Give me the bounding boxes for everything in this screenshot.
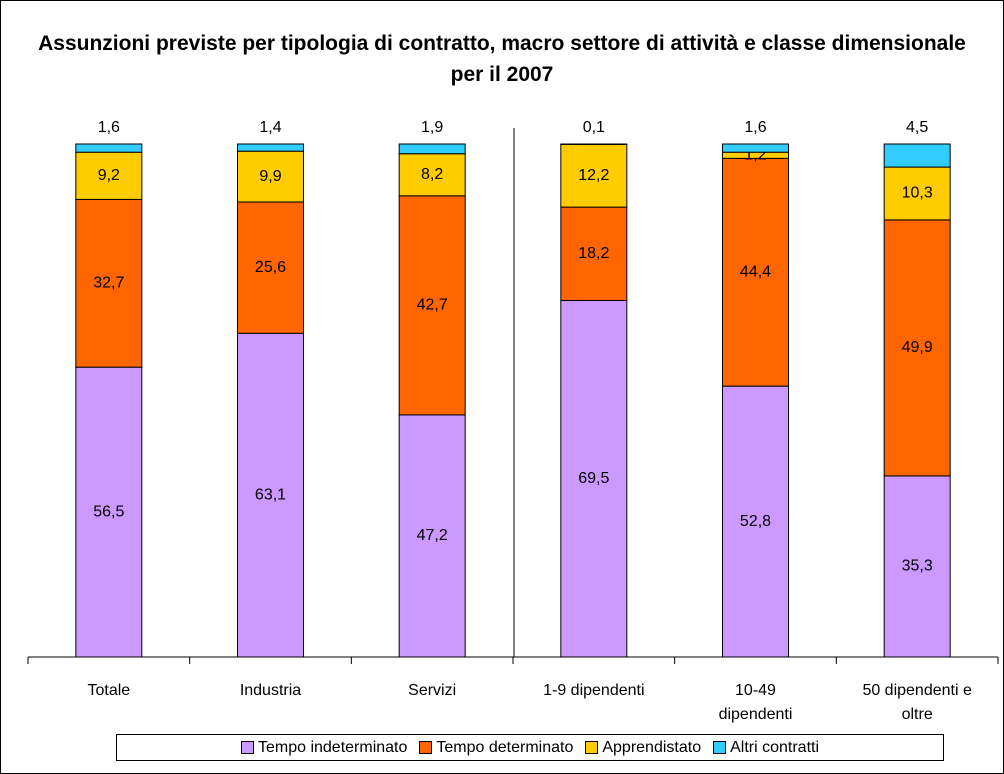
data-label: 1,6 [98, 119, 120, 136]
bar-segment [722, 385, 789, 658]
bar-segment [883, 143, 951, 168]
data-label: 35,3 [902, 558, 933, 575]
legend-item: Altri contratti [713, 739, 819, 757]
bar-segment [883, 166, 951, 221]
data-label: 1,4 [259, 119, 281, 136]
data-label: 63,1 [255, 486, 286, 503]
legend-label: Altri contratti [730, 738, 820, 756]
x-tick-label: 10-49 dipendenti [718, 682, 793, 723]
bar-segment [75, 143, 143, 153]
data-label: 9,2 [98, 167, 120, 184]
data-label: 44,4 [740, 263, 771, 280]
data-label: 52,8 [740, 513, 771, 530]
bar-segment [237, 143, 304, 152]
x-tick-label: 50 dipendenti e oltre [862, 682, 972, 723]
data-label: 1,9 [421, 119, 443, 136]
data-label: 18,2 [578, 245, 609, 262]
bar-segment [398, 414, 466, 658]
legend-swatch [713, 741, 727, 754]
bar-segment [560, 299, 628, 658]
bar-segment [398, 195, 466, 416]
data-label: 8,2 [421, 166, 443, 183]
legend-swatch [585, 741, 599, 754]
data-label: 4,5 [906, 119, 928, 136]
data-label: 9,9 [259, 168, 281, 185]
bar-segment [722, 157, 789, 387]
data-label: 49,9 [902, 339, 933, 356]
data-label: 12,2 [578, 167, 609, 184]
x-tick-label: Totale [87, 682, 131, 699]
bar-segment [560, 144, 628, 208]
bar-segment [883, 475, 951, 658]
legend-swatch [419, 741, 433, 754]
legend-item: Tempo determinato [419, 739, 573, 757]
legend-swatch [240, 741, 254, 754]
chart-title: Assunzioni previste per tipologia di con… [38, 32, 966, 86]
legend-label: Tempo indeterminato [257, 738, 408, 756]
bar-segment [560, 143, 628, 146]
bar-segment [398, 143, 466, 155]
data-label: 32,7 [93, 274, 124, 291]
legend: Tempo indeterminato Tempo determinato Appr… [116, 734, 944, 761]
data-label: 47,2 [417, 527, 448, 544]
data-label: 0,1 [583, 119, 605, 136]
data-label: 69,5 [578, 470, 609, 487]
data-label: 42,7 [417, 297, 448, 314]
legend-label: Tempo determinato [436, 738, 574, 756]
data-label: 56,5 [93, 503, 124, 520]
bar-segment [722, 143, 789, 153]
x-tick-label: Industria [239, 682, 302, 699]
legend-label: Apprendistato [602, 738, 702, 756]
bar-segment [237, 201, 304, 334]
x-tick-label: 1-9 dipendenti [543, 682, 645, 699]
legend-item: Tempo indeterminato [240, 738, 408, 757]
data-label: 25,6 [255, 259, 286, 276]
bar-segment [560, 206, 628, 301]
x-tick-label: Servizi [408, 682, 457, 699]
bar-segment [237, 150, 304, 203]
legend-item: Apprendistato [585, 739, 701, 757]
data-label: 1,6 [744, 119, 766, 136]
data-label: 10,3 [902, 185, 933, 202]
bar-segment [883, 219, 951, 477]
